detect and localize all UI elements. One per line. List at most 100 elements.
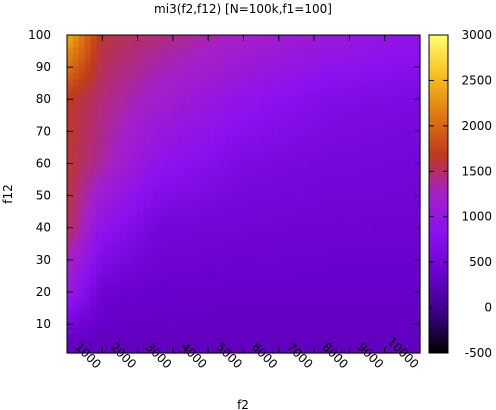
heatmap-cell [272, 66, 280, 74]
heatmap-cell [249, 162, 256, 170]
heatmap-cell [414, 263, 421, 271]
heatmap-cell [137, 302, 145, 310]
heatmap-cell [78, 104, 86, 112]
heatmap-cell [137, 283, 145, 290]
heatmap-cell [119, 92, 127, 100]
heatmap-cell [396, 327, 403, 335]
heatmap-cell [319, 194, 327, 201]
heatmap-cell [237, 238, 245, 246]
heatmap-cell [143, 206, 150, 214]
heatmap-cell [390, 181, 398, 189]
heatmap-cell [190, 124, 198, 131]
heatmap-cell [296, 85, 303, 93]
heatmap-cell [143, 124, 150, 131]
heatmap-cell [302, 263, 309, 271]
heatmap-cell [367, 194, 374, 201]
heatmap-cell [367, 92, 374, 100]
heatmap-cell [137, 155, 145, 163]
heatmap-cell [414, 333, 421, 341]
heatmap-cell [114, 295, 121, 303]
heatmap-cell [184, 35, 192, 42]
heatmap-cell [102, 200, 109, 208]
heatmap-cell [78, 117, 86, 125]
heatmap-cell [125, 289, 133, 297]
heatmap-cell [308, 206, 315, 214]
heatmap-cell [72, 143, 80, 151]
heatmap-cell [290, 149, 298, 157]
heatmap-cell [167, 35, 174, 42]
heatmap-cell [314, 66, 321, 74]
heatmap-cell [161, 232, 168, 240]
heatmap-cell [349, 308, 356, 316]
heatmap-cell [343, 168, 350, 176]
heatmap-cell [219, 308, 227, 316]
heatmap-cell [108, 206, 115, 214]
heatmap-cell [237, 206, 245, 214]
heatmap-cell [243, 295, 250, 303]
heatmap-cell [314, 302, 321, 310]
heatmap-cell [384, 251, 392, 259]
heatmap-cell [243, 41, 250, 49]
heatmap-cell [361, 232, 368, 240]
heatmap-cell [296, 289, 303, 297]
heatmap-cell [349, 213, 356, 221]
heatmap-cell [72, 276, 80, 284]
heatmap-cell [178, 162, 186, 170]
heatmap-cell [408, 340, 415, 348]
heatmap-cell [261, 149, 268, 157]
heatmap-cell [78, 66, 86, 74]
heatmap-cell [308, 162, 315, 170]
heatmap-cell [184, 263, 192, 271]
heatmap-cell [325, 73, 333, 81]
heatmap-cell [325, 244, 333, 252]
heatmap-cell [355, 270, 362, 278]
heatmap-cell [284, 225, 292, 233]
heatmap-cell [67, 200, 74, 208]
heatmap-cell [90, 289, 98, 297]
heatmap-cell [149, 219, 156, 227]
heatmap-cell [119, 168, 127, 176]
heatmap-cell [119, 98, 127, 106]
heatmap-cell [114, 41, 121, 49]
heatmap-cell [343, 111, 350, 119]
heatmap-cell [249, 251, 256, 259]
heatmap-cell [325, 98, 333, 106]
heatmap-cell [314, 225, 321, 233]
heatmap-cell [249, 346, 256, 354]
heatmap-cell [272, 314, 280, 322]
heatmap-cell [167, 206, 174, 214]
heatmap-cell [149, 283, 156, 290]
heatmap-cell [402, 213, 409, 221]
heatmap-cell [267, 289, 274, 297]
heatmap-cell [414, 213, 421, 221]
heatmap-cell [414, 35, 421, 42]
heatmap-cell [255, 104, 262, 112]
heatmap-cell [225, 130, 233, 138]
heatmap-cell [84, 276, 92, 284]
heatmap-cell [372, 111, 380, 119]
heatmap-cell [384, 174, 392, 182]
heatmap-cell [331, 41, 339, 49]
heatmap-cell [378, 257, 386, 265]
heatmap-cell [237, 200, 245, 208]
heatmap-cell [196, 333, 203, 341]
heatmap-cell [231, 283, 239, 290]
heatmap-cell [208, 200, 215, 208]
heatmap-cell [231, 41, 239, 49]
heatmap-cell [108, 124, 115, 131]
heatmap-cell [372, 340, 380, 348]
heatmap-cell [178, 143, 186, 151]
heatmap-cell [190, 251, 198, 259]
heatmap-cell [90, 174, 98, 182]
heatmap-cell [372, 283, 380, 290]
heatmap-cell [78, 308, 86, 316]
heatmap-cell [314, 98, 321, 106]
heatmap-cell [84, 340, 92, 348]
heatmap-cell [178, 232, 186, 240]
heatmap-cell [172, 238, 180, 246]
heatmap-cell [272, 35, 280, 42]
heatmap-cell [367, 346, 374, 354]
heatmap-cell [96, 130, 103, 138]
heatmap-cell [178, 244, 186, 252]
heatmap-cell [255, 295, 262, 303]
